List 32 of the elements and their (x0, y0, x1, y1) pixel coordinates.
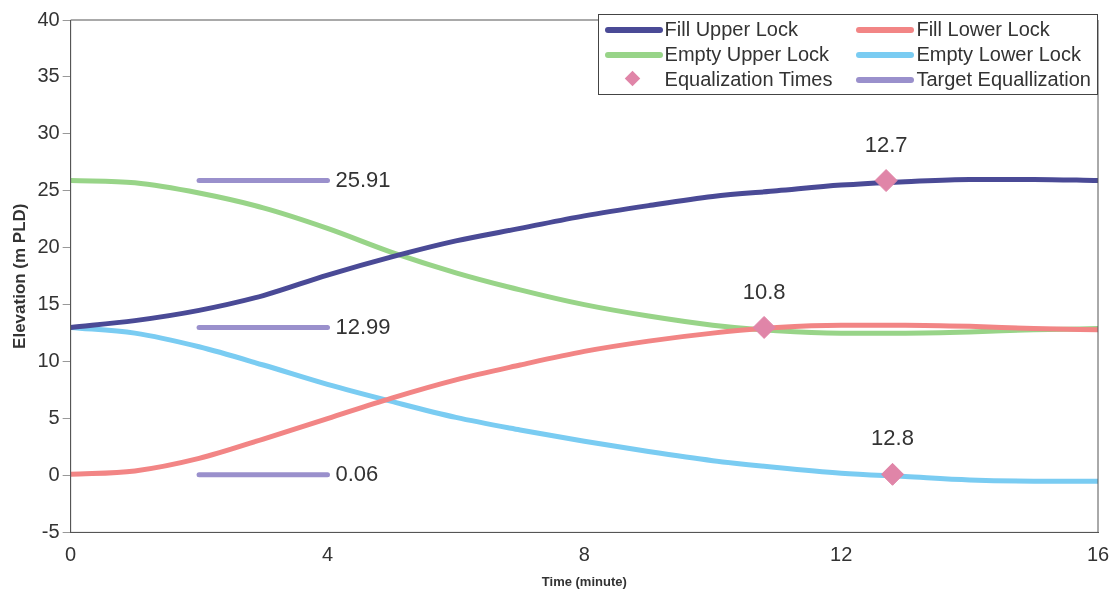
annotation: 12.8 (871, 425, 914, 451)
legend-label: Fill Lower Lock (916, 17, 1050, 42)
y-tick-label: 0 (48, 462, 60, 485)
y-axis-title: Elevation (m PLD) (9, 203, 29, 349)
legend-label: Empty Lower Lock (916, 42, 1081, 67)
data-label: 0.06 (335, 460, 379, 486)
legend-label: Equalization Times (664, 67, 833, 92)
legend-label: Fill Upper Lock (664, 17, 798, 42)
y-tick-label: -5 (41, 519, 60, 542)
data-label: 25.91 (335, 166, 391, 192)
y-tick-label: 10 (37, 349, 60, 372)
x-tick-label: 12 (830, 542, 853, 565)
annotation: 10.8 (742, 278, 786, 304)
y-tick-label: 5 (48, 406, 60, 429)
y-tick-label: 15 (37, 292, 60, 315)
point (881, 462, 905, 486)
legend-label: Empty Upper Lock (664, 42, 830, 67)
x-tick-label: 4 (321, 542, 334, 565)
x-axis-title: Time (minute) (541, 573, 627, 589)
point (874, 169, 898, 193)
y-tick-label: 30 (37, 121, 60, 144)
legend-label: Target Equallization (916, 67, 1091, 92)
annotation: 12.7 (864, 131, 908, 157)
x-tick-label: 8 (578, 542, 590, 565)
y-tick-label: 25 (37, 178, 60, 201)
y-tick-label: 40 (37, 7, 60, 30)
y-tick-label: 20 (37, 235, 60, 258)
x-tick-label: 16 (1086, 542, 1110, 565)
point (752, 315, 776, 339)
y-tick-label: 35 (37, 64, 60, 87)
x-tick-label: 0 (65, 542, 77, 565)
data-label: 12.99 (335, 313, 391, 339)
